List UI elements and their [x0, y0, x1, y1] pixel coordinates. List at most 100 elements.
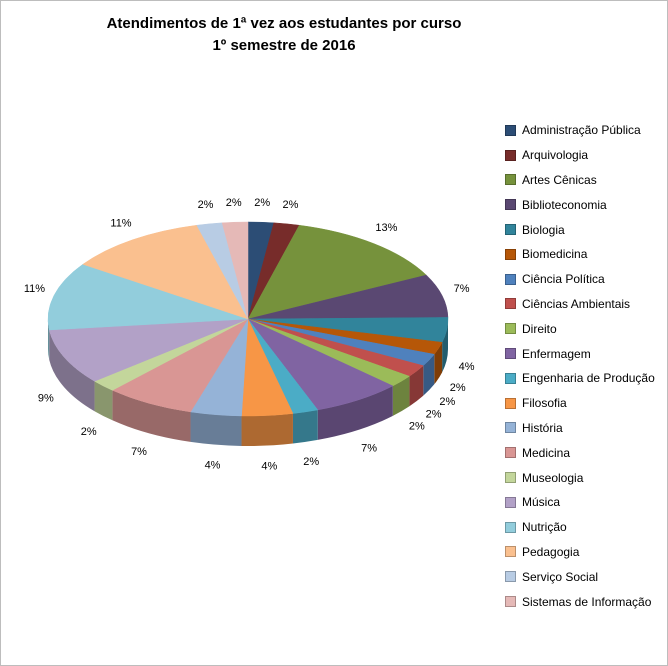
pie-slice-side-15 [49, 329, 95, 412]
legend-swatch-icon [505, 397, 516, 409]
legend-swatch-icon [505, 422, 516, 434]
pie-slice-16[interactable] [47, 264, 249, 331]
legend-swatch-icon [505, 199, 516, 211]
pie-percent-label-6: 2% [439, 396, 455, 408]
pie-percent-label-1: 2% [283, 199, 299, 211]
pie-slice-side-7 [409, 365, 424, 407]
legend-swatch-icon [505, 447, 516, 459]
legend-item-4[interactable]: Biologia [505, 217, 655, 242]
chart-title-line2: 1º semestre de 2016 [212, 37, 356, 54]
legend-swatch-icon [505, 174, 516, 186]
legend-label: Direito [522, 321, 557, 336]
legend-item-18[interactable]: Serviço Social [505, 564, 655, 589]
legend-label: Serviço Social [522, 569, 599, 584]
pie-slice-19[interactable] [221, 221, 249, 320]
legend-item-6[interactable]: Ciência Política [505, 267, 655, 292]
pie-percent-label-5: 2% [450, 382, 466, 394]
legend-label: Nutrição [522, 520, 567, 535]
legend-swatch-icon [505, 372, 516, 384]
legend-item-16[interactable]: Nutrição [505, 515, 655, 540]
pie-percent-label-9: 7% [361, 442, 377, 454]
legend-label: Arquivologia [522, 148, 589, 163]
pie-percent-label-17: 11% [110, 218, 131, 230]
legend-item-15[interactable]: Música [505, 490, 655, 515]
pie-percent-label-11: 4% [261, 460, 277, 472]
pie-percent-label-16: 11% [24, 283, 45, 295]
legend-item-5[interactable]: Biomedicina [505, 242, 655, 267]
legend-label: Sistemas de Informação [522, 594, 652, 609]
legend: Administração Pública Arquivologia Artes C… [505, 118, 655, 614]
legend-item-17[interactable]: Pedagogia [505, 540, 655, 565]
legend-item-10[interactable]: Engenharia de Produção [505, 366, 655, 391]
pie-percent-label-4: 4% [459, 361, 475, 373]
legend-swatch-icon [505, 348, 516, 360]
legend-swatch-icon [505, 521, 516, 533]
legend-swatch-icon [505, 124, 516, 136]
legend-label: Biomedicina [522, 247, 588, 262]
pie-percent-label-12: 4% [205, 460, 221, 472]
legend-label: Engenharia de Produção [522, 371, 655, 386]
legend-label: Biologia [522, 222, 565, 237]
legend-label: Artes Cênicas [522, 172, 597, 187]
pie-percent-label-7: 2% [426, 409, 442, 421]
legend-swatch-icon [505, 224, 516, 236]
legend-item-1[interactable]: Arquivologia [505, 143, 655, 168]
legend-item-2[interactable]: Artes Cênicas [505, 168, 655, 193]
pie-percent-label-13: 7% [131, 446, 147, 458]
chart-title: Atendimentos de 1ª vez aos estudantes po… [1, 13, 567, 57]
pie-percent-label-0: 2% [254, 197, 270, 209]
pie-slice-17[interactable] [82, 224, 249, 320]
pie-percent-label-3: 7% [454, 283, 470, 295]
pie-slice-side-6 [423, 354, 435, 396]
pie-slice-side-13 [112, 390, 191, 442]
legend-swatch-icon [505, 571, 516, 583]
pie-slice-side-8 [392, 376, 410, 416]
legend-swatch-icon [505, 546, 516, 558]
legend-item-9[interactable]: Enfermagem [505, 341, 655, 366]
legend-swatch-icon [505, 298, 516, 310]
pie-slice-side-14 [94, 381, 113, 421]
legend-label: Filosofia [522, 396, 567, 411]
legend-item-13[interactable]: Medicina [505, 440, 655, 465]
legend-item-14[interactable]: Museologia [505, 465, 655, 490]
legend-label: Medicina [522, 445, 571, 460]
pie-slice-side-9 [317, 385, 393, 440]
legend-item-7[interactable]: Ciências Ambientais [505, 292, 655, 317]
pie-slice-side-11 [241, 413, 293, 446]
legend-item-12[interactable]: História [505, 416, 655, 441]
legend-label: Ciências Ambientais [522, 296, 631, 311]
pie-percent-label-14: 2% [81, 426, 97, 438]
legend-item-19[interactable]: Sistemas de Informação [505, 589, 655, 614]
legend-item-0[interactable]: Administração Pública [505, 118, 655, 143]
legend-item-3[interactable]: Biblioteconomia [505, 192, 655, 217]
legend-label: Ciência Política [522, 272, 605, 287]
legend-swatch-icon [505, 248, 516, 260]
legend-label: Pedagogia [522, 544, 580, 559]
legend-swatch-icon [505, 472, 516, 484]
legend-label: Biblioteconomia [522, 197, 607, 212]
chart-title-line1: Atendimentos de 1ª vez aos estudantes po… [106, 15, 462, 32]
legend-label: Enfermagem [522, 346, 591, 361]
legend-label: Música [522, 495, 561, 510]
pie-percent-label-2: 13% [375, 222, 397, 234]
pie-slice-side-10 [292, 409, 318, 444]
pie-slice-side-4 [442, 319, 448, 373]
legend-swatch-icon [505, 149, 516, 161]
legend-item-11[interactable]: Filosofia [505, 391, 655, 416]
pie-percent-label-8: 2% [409, 420, 425, 432]
pie-slice-2[interactable] [247, 224, 427, 320]
legend-swatch-icon [505, 273, 516, 285]
legend-item-8[interactable]: Direito [505, 316, 655, 341]
pie-slice-side-12 [190, 411, 242, 446]
legend-label: Museologia [522, 470, 584, 485]
legend-swatch-icon [505, 596, 516, 608]
pie-slice-15[interactable] [48, 318, 249, 382]
pie-percent-label-18: 2% [198, 199, 214, 211]
legend-swatch-icon [505, 496, 516, 508]
pie-percent-label-10: 2% [303, 456, 319, 468]
pie-percent-label-15: 9% [38, 393, 54, 405]
legend-label: Administração Pública [522, 123, 641, 138]
pie-percent-label-19: 2% [226, 197, 242, 209]
